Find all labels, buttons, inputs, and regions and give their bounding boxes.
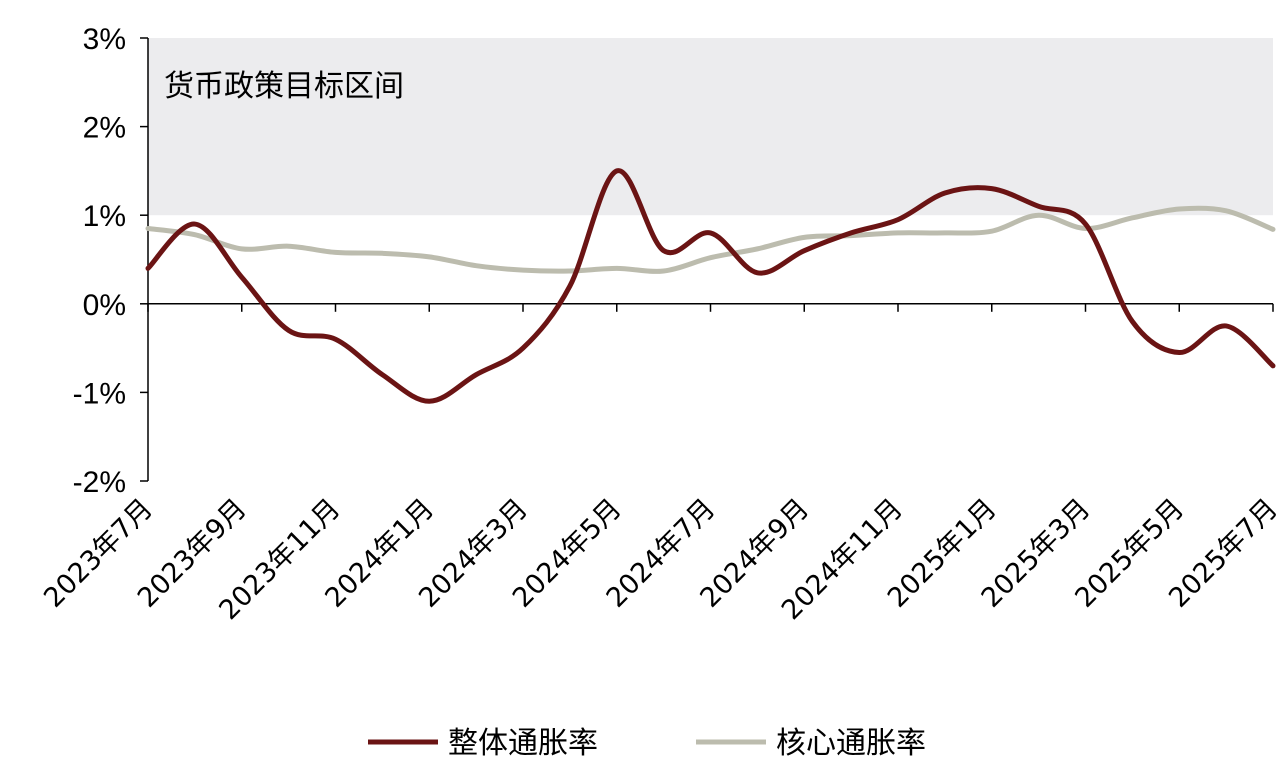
y-tick-labels: -2% -1% 0% 1% 2% 3% [73,23,126,499]
target-band-label: 货币政策目标区间 [164,69,404,104]
target-band [148,38,1273,216]
legend: 整体通胀率 核心通胀率 [368,726,926,761]
y-tick-label: 2% [83,112,126,145]
legend-item-headline: 整体通胀率 [368,726,598,761]
legend-label: 核心通胀率 [776,726,926,761]
y-tick-label: -2% [73,466,126,499]
legend-label: 整体通胀率 [448,726,598,761]
series-line-headline [145,168,1276,404]
y-tick-label: 0% [83,289,126,322]
axes [140,37,1274,482]
legend-item-core: 核心通胀率 [696,726,926,761]
y-tick-label: -1% [73,377,126,410]
series-line-core [145,205,1276,274]
series-lines [145,168,1276,404]
x-tick-labels: 2023年7月2023年9月2023年11月2024年1月2024年3月2024… [38,493,1284,626]
y-tick-label: 3% [83,23,126,56]
y-tick-label: 1% [83,200,126,233]
